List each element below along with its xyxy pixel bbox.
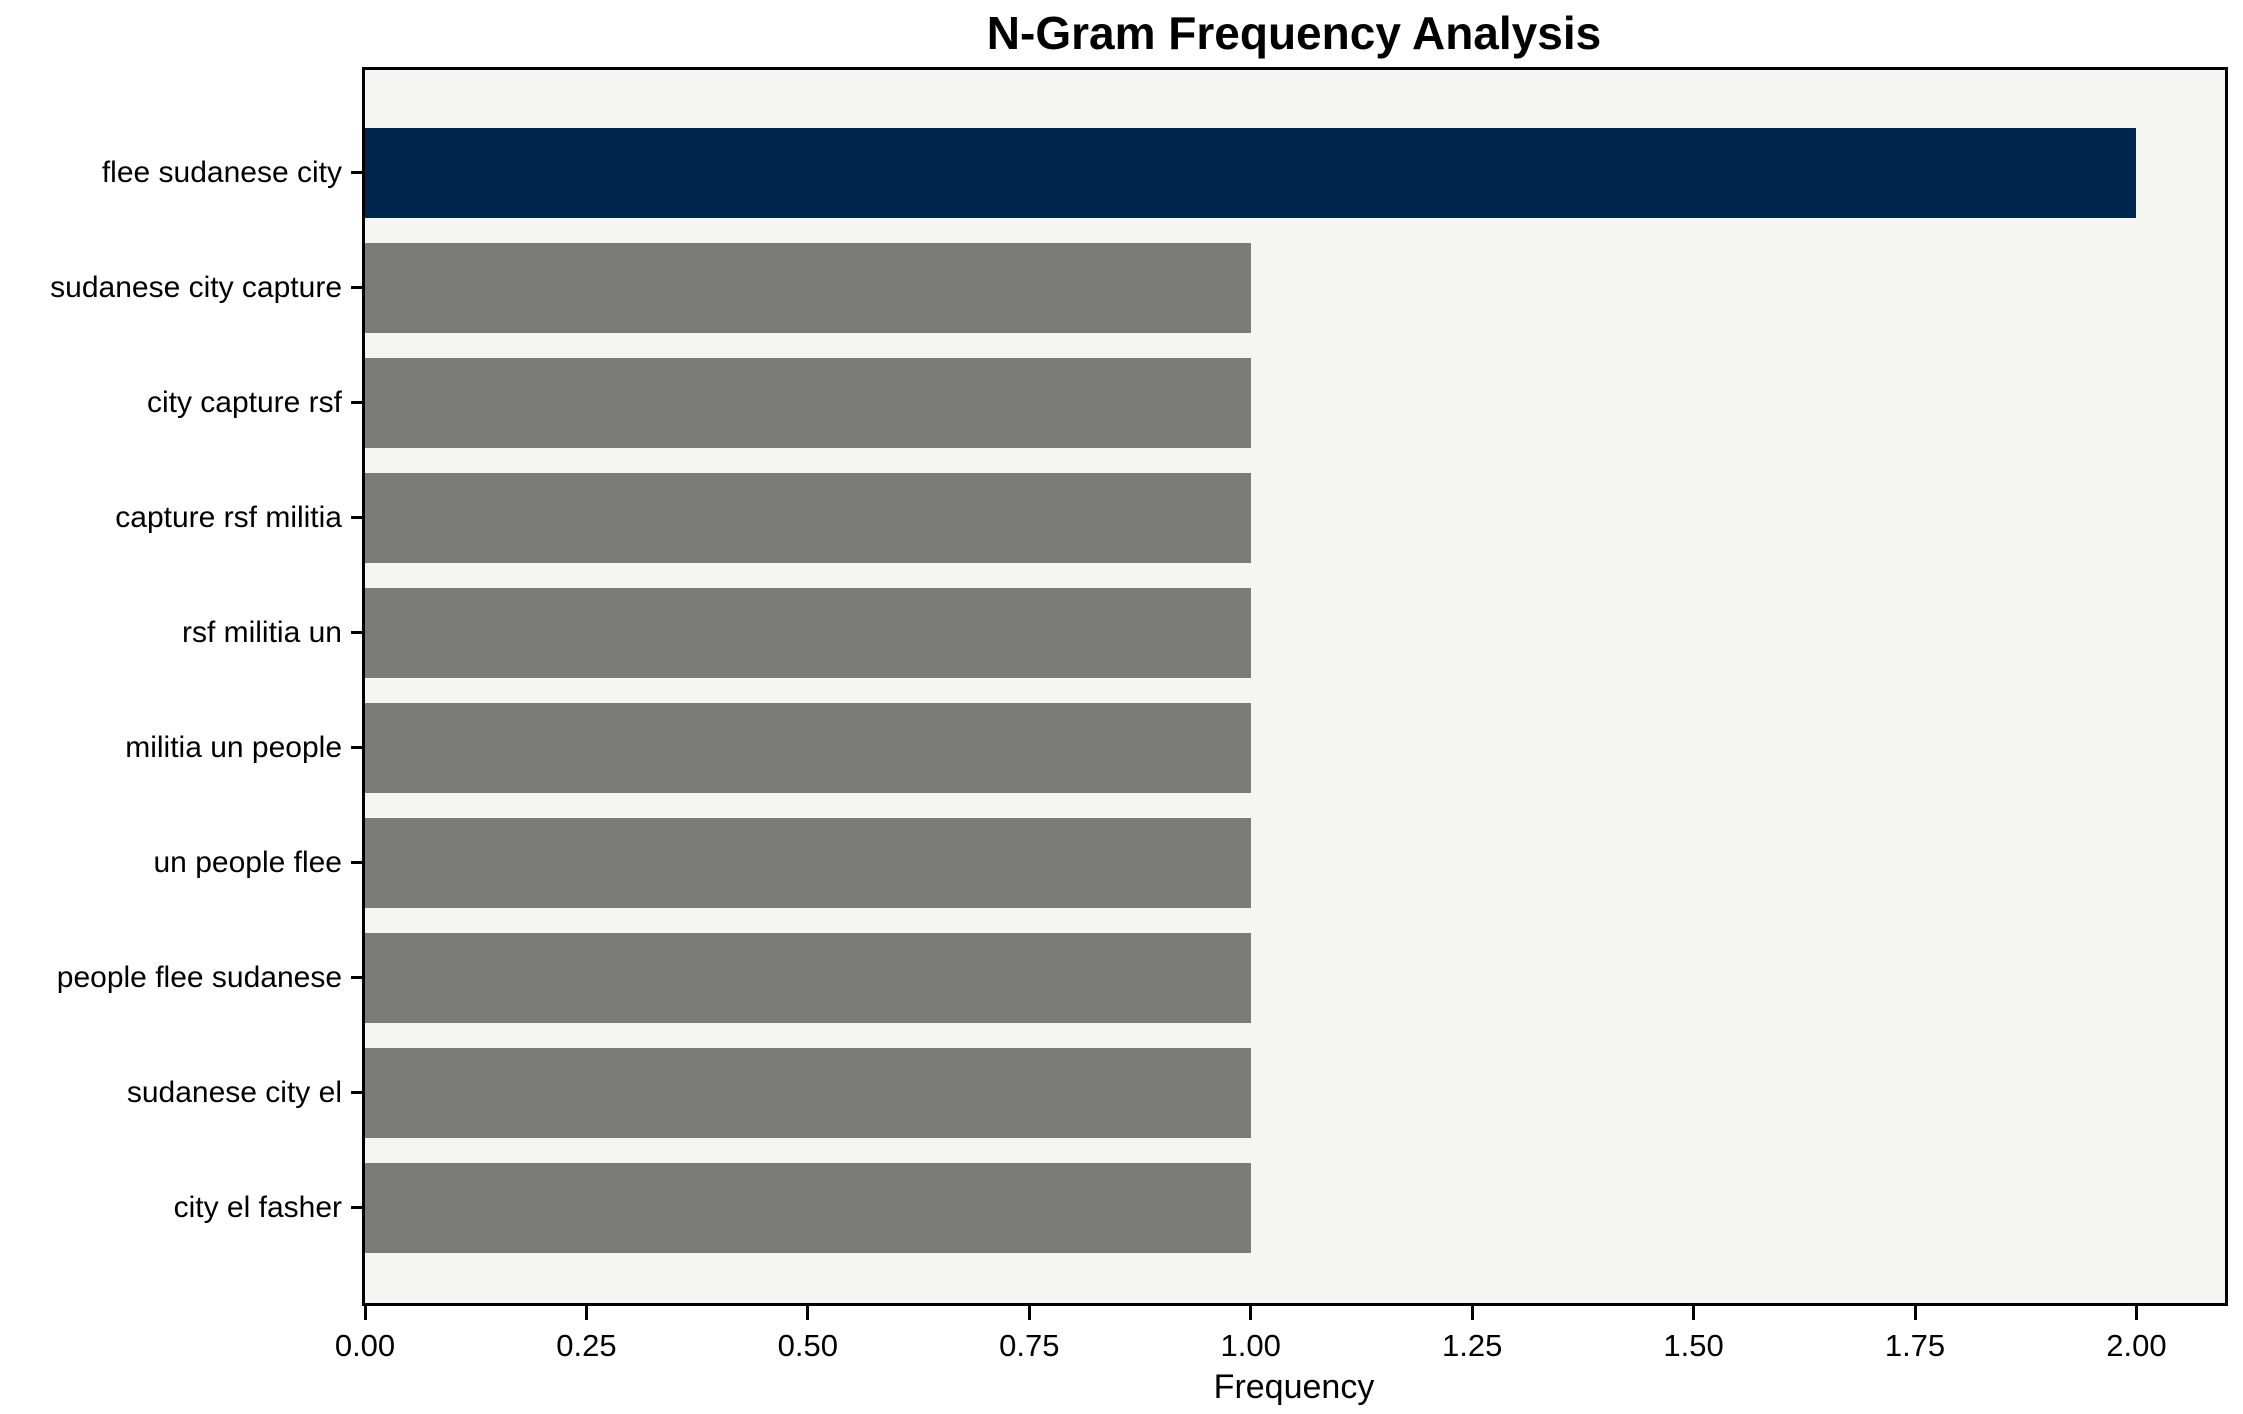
y-tick-mark [351,516,363,519]
x-tick-mark [1470,1306,1474,1320]
bar-1 [365,127,2136,218]
y-tick-label: people flee sudanese [56,960,342,994]
bar-2 [365,242,1251,333]
y-tick-mark [351,401,363,404]
x-tick-mark [2134,1306,2138,1320]
y-tick-label: city capture rsf [146,385,342,419]
bar-4 [365,472,1251,563]
x-tick-label: 0.50 [777,1328,839,1363]
plot-area [362,67,2228,1306]
x-tick-label: 1.75 [1884,1328,1946,1363]
y-tick-label: city el fasher [173,1190,342,1224]
x-tick-mark [584,1306,588,1320]
x-tick-label: 2.00 [2106,1328,2167,1363]
y-tick-mark [351,976,363,979]
bar-3 [365,357,1251,448]
x-tick-label: 1.50 [1663,1328,1724,1363]
x-tick-label: 1.25 [1441,1328,1503,1363]
bar-9 [365,1047,1251,1138]
y-tick-label: rsf militia un [181,615,342,649]
y-tick-mark [351,171,363,174]
x-tick-mark [806,1306,810,1320]
x-tick-mark [1027,1306,1031,1320]
y-tick-mark [351,1206,363,1209]
y-tick-mark [351,1091,363,1094]
chart-title: N-Gram Frequency Analysis [986,7,1602,59]
x-tick-mark [1692,1306,1696,1320]
y-tick-label: militia un people [125,730,342,764]
x-tick-label: 1.00 [1220,1328,1281,1363]
y-tick-mark [351,746,363,749]
y-tick-mark [351,631,363,634]
bar-5 [365,587,1251,678]
y-tick-label: flee sudanese city [101,155,342,189]
bar-6 [365,702,1251,793]
x-axis-label: Frequency [1213,1368,1375,1406]
x-tick-label: 0.00 [334,1328,396,1363]
bar-10 [365,1162,1251,1253]
x-tick-mark [1249,1306,1253,1320]
bar-8 [365,932,1251,1023]
x-tick-mark [363,1306,367,1320]
x-tick-mark [1913,1306,1917,1320]
y-tick-label: capture rsf militia [115,500,342,534]
x-tick-label: 0.25 [556,1328,617,1363]
x-tick-label: 0.75 [999,1328,1060,1363]
bar-7 [365,817,1251,908]
y-tick-mark [351,286,363,289]
y-tick-label: sudanese city el [126,1075,342,1109]
y-tick-mark [351,861,363,864]
y-tick-label: un people flee [153,845,343,879]
y-tick-label: sudanese city capture [50,270,342,304]
